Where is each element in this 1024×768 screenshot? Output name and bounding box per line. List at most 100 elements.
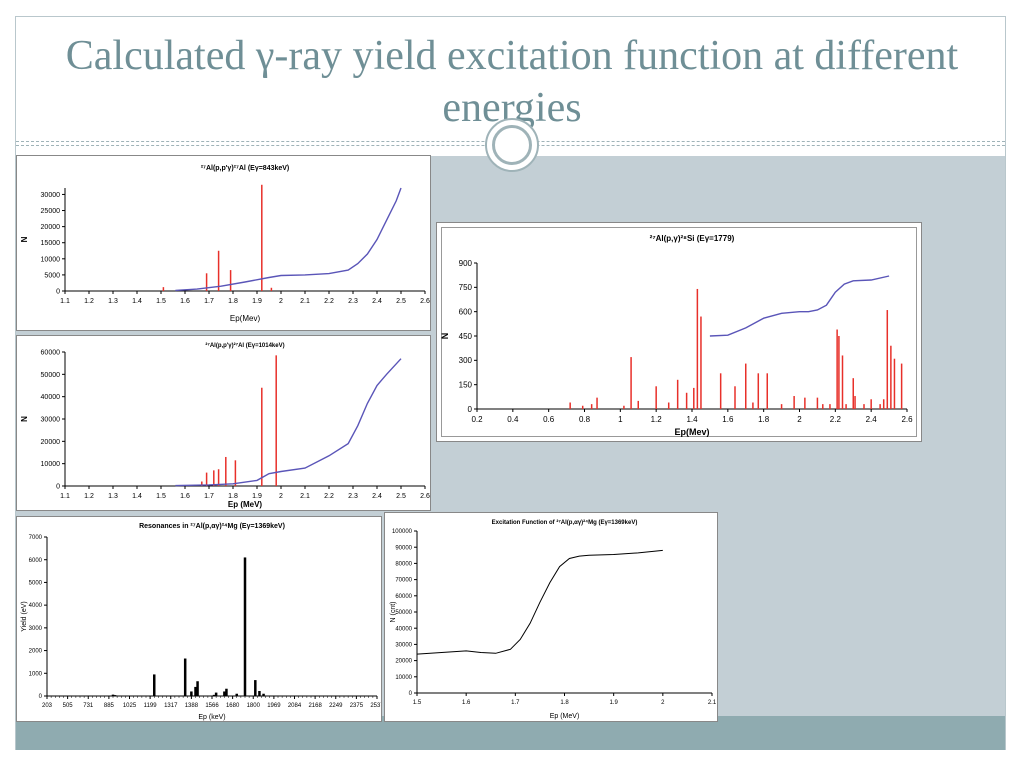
bar	[696, 288, 699, 409]
x-tick-label: 1.7	[511, 700, 520, 706]
x-tick-label: 0.8	[579, 415, 591, 424]
y-axis-label: N	[20, 416, 29, 422]
bar	[590, 404, 593, 409]
x-tick-label: 2.1	[300, 298, 310, 305]
y-axis-label: N (cnt)	[390, 602, 397, 623]
x-tick-label: 1.6	[180, 298, 190, 305]
x-tick-label: 1.7	[204, 298, 214, 305]
x-axis-label: Ep (MeV)	[550, 713, 580, 720]
x-tick-label: 0.6	[543, 415, 555, 424]
series-line	[709, 275, 890, 337]
x-tick-label: 1.9	[609, 700, 618, 706]
x-tick-label: 885	[104, 703, 115, 709]
x-tick-label: 2.2	[324, 493, 334, 500]
y-tick-label: 30000	[41, 416, 61, 423]
x-tick-label: 0.2	[471, 415, 483, 424]
bar	[212, 694, 216, 696]
bar	[190, 691, 193, 696]
y-tick-label: 40000	[41, 394, 61, 401]
x-axis-label: Ep (keV)	[198, 714, 225, 721]
bar	[217, 469, 220, 486]
bar	[596, 397, 598, 409]
x-tick-label: 2168	[308, 703, 322, 709]
y-tick-label: 60000	[395, 594, 412, 600]
x-tick-label: 2.5	[396, 298, 406, 305]
bar	[879, 404, 881, 409]
x-tick-label: 2.2	[324, 298, 334, 305]
bar	[852, 378, 854, 409]
x-tick-label: 1.6	[180, 493, 190, 500]
bar	[886, 310, 889, 409]
x-tick-label: 1.4	[132, 493, 142, 500]
x-tick-label: 2.3	[348, 298, 358, 305]
bar	[882, 399, 885, 409]
y-tick-label: 3000	[29, 626, 43, 632]
x-tick-label: 1	[618, 415, 623, 424]
x-tick-label: 1317	[164, 703, 178, 709]
bar	[822, 404, 824, 409]
x-tick-label: 2375	[350, 703, 364, 709]
y-tick-label: 4000	[29, 603, 43, 609]
y-tick-label: 100000	[392, 529, 413, 535]
x-tick-label: 2.6	[420, 493, 430, 500]
bar	[838, 336, 840, 409]
chart-excitation-panel: Excitation Function of ²⁷Al(p,αγ)²⁴Mg (E…	[384, 512, 718, 722]
bar	[225, 688, 228, 696]
x-tick-label: 2	[279, 298, 283, 305]
bar	[766, 373, 768, 409]
x-axis-label: Ep(Mev)	[674, 427, 709, 437]
bar	[637, 400, 639, 409]
slide-title: Calculated γ-ray yield excitation functi…	[65, 33, 959, 131]
bar	[667, 402, 670, 409]
ring-ornament-inner	[492, 125, 532, 165]
bar	[685, 392, 688, 409]
bar	[745, 363, 747, 409]
x-tick-label: 2.2	[830, 415, 842, 424]
x-tick-label: 203	[42, 703, 53, 709]
bar	[270, 287, 273, 291]
y-tick-label: 50000	[395, 610, 412, 616]
x-tick-label: 2.1	[300, 493, 310, 500]
x-axis-label: Ep(Mev)	[230, 314, 261, 323]
x-tick-label: 1.8	[228, 298, 238, 305]
y-axis-label: N	[20, 236, 29, 242]
bar	[757, 373, 760, 409]
x-tick-label: 1025	[123, 703, 137, 709]
bar	[780, 404, 783, 409]
bar	[234, 460, 237, 486]
bar	[214, 692, 218, 696]
bar	[113, 695, 117, 696]
y-tick-label: 80000	[395, 562, 412, 568]
chart-title: ²⁷Al(p,p'γ)²⁷Al (Eγ=1014keV)	[205, 342, 284, 349]
y-tick-label: 30000	[41, 192, 61, 199]
x-tick-label: 1.8	[560, 700, 569, 706]
bar	[890, 345, 892, 409]
y-tick-label: 300	[459, 356, 473, 365]
bar	[655, 386, 657, 409]
y-tick-label: 40000	[395, 626, 412, 632]
chart-1014kev: ²⁷Al(p,p'γ)²⁷Al (Eγ=1014keV) 0 10000 20000 3…	[20, 342, 430, 509]
series-line	[175, 187, 402, 292]
x-tick-label: 1.5	[156, 298, 166, 305]
x-tick-label: 2	[661, 700, 665, 706]
x-tick-label: 2.1	[708, 700, 717, 706]
bar	[225, 456, 227, 486]
bar	[870, 399, 872, 409]
x-tick-label: 2084	[288, 703, 302, 709]
bar	[243, 557, 247, 696]
bar	[816, 397, 819, 409]
bar	[752, 402, 754, 409]
y-tick-label: 6000	[29, 558, 43, 564]
chart-resonances-panel: Resonances in ²⁷Al(p,αγ)²⁴Mg (Eγ=1369keV…	[16, 516, 382, 722]
bar	[254, 680, 257, 696]
bar	[793, 396, 795, 409]
bar	[201, 481, 203, 486]
bar	[734, 386, 736, 409]
bar	[213, 470, 215, 486]
x-tick-label: 1.1	[60, 298, 70, 305]
y-tick-label: 10000	[395, 675, 412, 681]
bar	[235, 693, 238, 696]
x-tick-label: 1.3	[108, 298, 118, 305]
bar	[804, 397, 806, 409]
x-tick-label: 1.2	[651, 415, 663, 424]
